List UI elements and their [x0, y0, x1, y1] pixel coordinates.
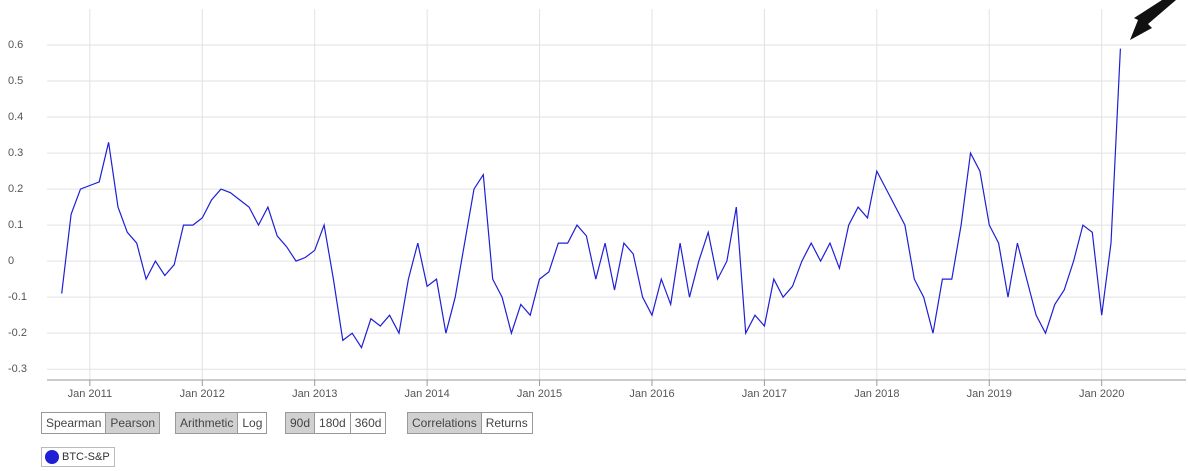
- x-tick-label: Jan 2016: [629, 388, 674, 400]
- legend[interactable]: BTC-S&P: [41, 447, 115, 467]
- y-tick-label: 0.6: [8, 39, 23, 51]
- x-tick-label: Jan 2011: [68, 388, 112, 400]
- toggle-button[interactable]: Spearman: [42, 413, 107, 433]
- button-group: Arithmetic Log: [175, 412, 268, 434]
- button-group: Correlations Returns: [407, 412, 533, 434]
- y-tick-label: -0.3: [8, 363, 27, 375]
- x-tick-label: Jan 2017: [742, 388, 787, 400]
- legend-label: BTC-S&P: [62, 451, 110, 463]
- toggle-button[interactable]: Pearson: [106, 413, 160, 433]
- y-tick-label: -0.2: [8, 327, 27, 339]
- y-tick-label: 0.1: [8, 219, 23, 231]
- toggle-button[interactable]: 90d: [286, 413, 316, 433]
- chart: -0.3 -0.2 -0.1 0 0.1 0.2 0.3 0.4 0.5 0.6 Jan 2011 J…: [8, 0, 1186, 400]
- toggle-button[interactable]: Log: [238, 413, 267, 433]
- button-group: 90d 180d 360d: [285, 412, 387, 434]
- toggle-button[interactable]: Correlations: [408, 413, 482, 433]
- y-tick-label: 0.5: [8, 75, 23, 87]
- legend-swatch: [45, 450, 59, 464]
- y-tick-label: -0.1: [8, 291, 27, 303]
- x-tick-label: Jan 2015: [517, 388, 562, 400]
- x-tick-label: Jan 2020: [1079, 388, 1124, 400]
- x-tick-label: Jan 2012: [180, 388, 225, 400]
- arrow-annotation: [1130, 0, 1176, 40]
- series-line: [61, 48, 1121, 349]
- x-tick-label: Jan 2014: [404, 388, 449, 400]
- x-tick-label: Jan 2013: [292, 388, 337, 400]
- button-group: Spearman Pearson: [41, 412, 161, 434]
- x-tick-label: Jan 2019: [967, 388, 1012, 400]
- x-tick-label: Jan 2018: [854, 388, 899, 400]
- toggle-button[interactable]: Arithmetic: [176, 413, 239, 433]
- toggle-button[interactable]: 360d: [350, 413, 386, 433]
- y-tick-label: 0: [8, 255, 14, 267]
- toggle-button[interactable]: Returns: [481, 413, 532, 433]
- toggle-button[interactable]: 180d: [315, 413, 351, 433]
- y-tick-label: 0.2: [8, 183, 23, 195]
- y-tick-label: 0.3: [8, 147, 23, 159]
- y-tick-label: 0.4: [8, 111, 23, 123]
